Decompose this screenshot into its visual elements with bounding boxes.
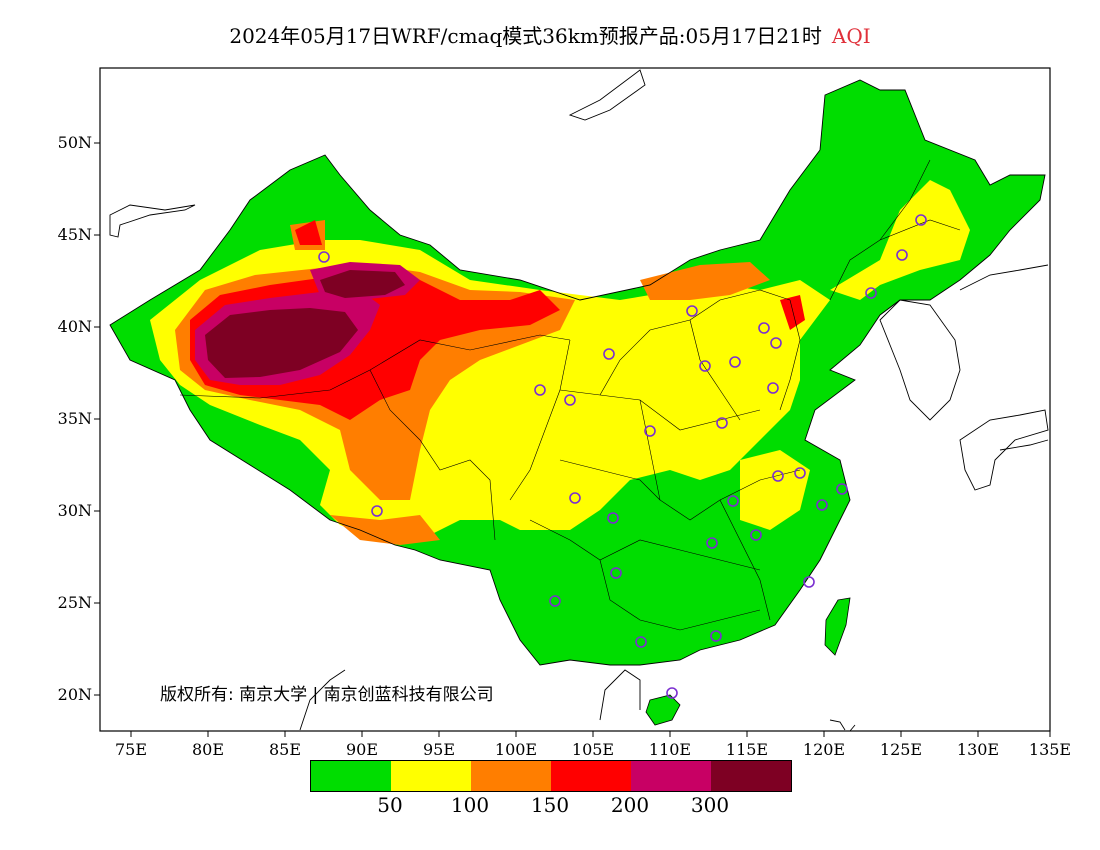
legend-swatch-green [311, 761, 391, 791]
legend-swatch-maroon [711, 761, 791, 791]
station-circle-icon [915, 214, 927, 226]
lat-label-50: 50N [57, 133, 92, 152]
lon-label-135: 135E [1028, 740, 1072, 759]
lon-label-80: 80E [191, 740, 225, 759]
red-zone-junggar [295, 220, 322, 245]
station-circle-icon [836, 483, 848, 495]
lon-label-115: 115E [725, 740, 769, 759]
station-circle-icon [896, 249, 908, 261]
station-circle-icon [710, 630, 722, 642]
station-circle-icon [686, 305, 698, 317]
lon-label-85: 85E [268, 740, 302, 759]
station-circle-icon [534, 384, 546, 396]
station-circle-icon [803, 576, 815, 588]
lon-label-110: 110E [648, 740, 692, 759]
station-circle-icon [603, 348, 615, 360]
station-markers [318, 214, 927, 699]
lat-label-35: 35N [57, 409, 92, 428]
red-zone-beijing [780, 295, 805, 330]
station-circle-icon [729, 356, 741, 368]
station-circle-icon [758, 322, 770, 334]
station-circle-icon [666, 687, 678, 699]
lon-label-100: 100E [494, 740, 538, 759]
yellow-zone-east [740, 450, 810, 530]
map-title: 2024年05月17日WRF/cmaq模式36km预报产品:05月17日21时 A… [0, 20, 1100, 49]
station-circle-icon [816, 499, 828, 511]
lon-label-90: 90E [345, 740, 379, 759]
lon-label-120: 120E [802, 740, 846, 759]
legend-tick-100: 100 [450, 793, 490, 817]
station-circle-icon [770, 337, 782, 349]
lat-label-30: 30N [57, 501, 92, 520]
lon-label-95: 95E [422, 740, 456, 759]
lat-label-45: 45N [57, 225, 92, 244]
legend-swatch-purple [631, 761, 711, 791]
lat-label-20: 20N [57, 685, 92, 704]
station-circle-icon [706, 537, 718, 549]
legend-swatch-yellow [391, 761, 471, 791]
copyright-notice: 版权所有: 南京大学 | 南京创蓝科技有限公司 [160, 685, 494, 705]
legend-tick-200: 200 [610, 793, 650, 817]
station-circle-icon [318, 251, 330, 263]
station-circle-icon [794, 467, 806, 479]
station-circle-icon [607, 512, 619, 524]
station-circle-icon [371, 505, 383, 517]
lat-label-40: 40N [57, 317, 92, 336]
station-circle-icon [635, 636, 647, 648]
legend-swatch-red [551, 761, 631, 791]
orange-zone-tibet [330, 515, 440, 545]
color-legend [310, 760, 792, 792]
legend-swatch-orange [471, 761, 551, 791]
yellow-zone-northeast [830, 180, 970, 300]
station-circle-icon [767, 382, 779, 394]
axis-ticks [94, 142, 1051, 737]
station-circle-icon [564, 394, 576, 406]
maroon-zone-tarim [205, 308, 358, 378]
lon-label-130: 130E [956, 740, 1000, 759]
hainan-island [645, 694, 681, 726]
station-circle-icon [772, 470, 784, 482]
neighbor-coastlines [109, 69, 1049, 732]
taiwan-island [824, 597, 851, 656]
orange-zone-north [640, 262, 770, 300]
lon-label-125: 125E [879, 740, 923, 759]
variable-label: AQI [831, 24, 871, 48]
maroon-zone-gobi [320, 270, 405, 298]
lon-label-105: 105E [571, 740, 615, 759]
lon-label-75: 75E [114, 740, 148, 759]
station-circle-icon [727, 495, 739, 507]
legend-tick-300: 300 [690, 793, 730, 817]
station-circle-icon [865, 287, 877, 299]
station-circle-icon [750, 529, 762, 541]
legend-tick-50: 50 [377, 793, 403, 817]
station-circle-icon [699, 360, 711, 372]
national-border [109, 79, 1046, 666]
lat-label-25: 25N [57, 593, 92, 612]
station-circle-icon [610, 567, 622, 579]
province-boundaries [179, 159, 961, 631]
map-frame [99, 67, 1051, 732]
station-circle-icon [569, 492, 581, 504]
title-text: 2024年05月17日WRF/cmaq模式36km预报产品:05月17日21时 [229, 24, 822, 48]
station-circle-icon [644, 425, 656, 437]
station-circle-icon [549, 595, 561, 607]
station-circle-icon [716, 417, 728, 429]
legend-tick-150: 150 [530, 793, 570, 817]
